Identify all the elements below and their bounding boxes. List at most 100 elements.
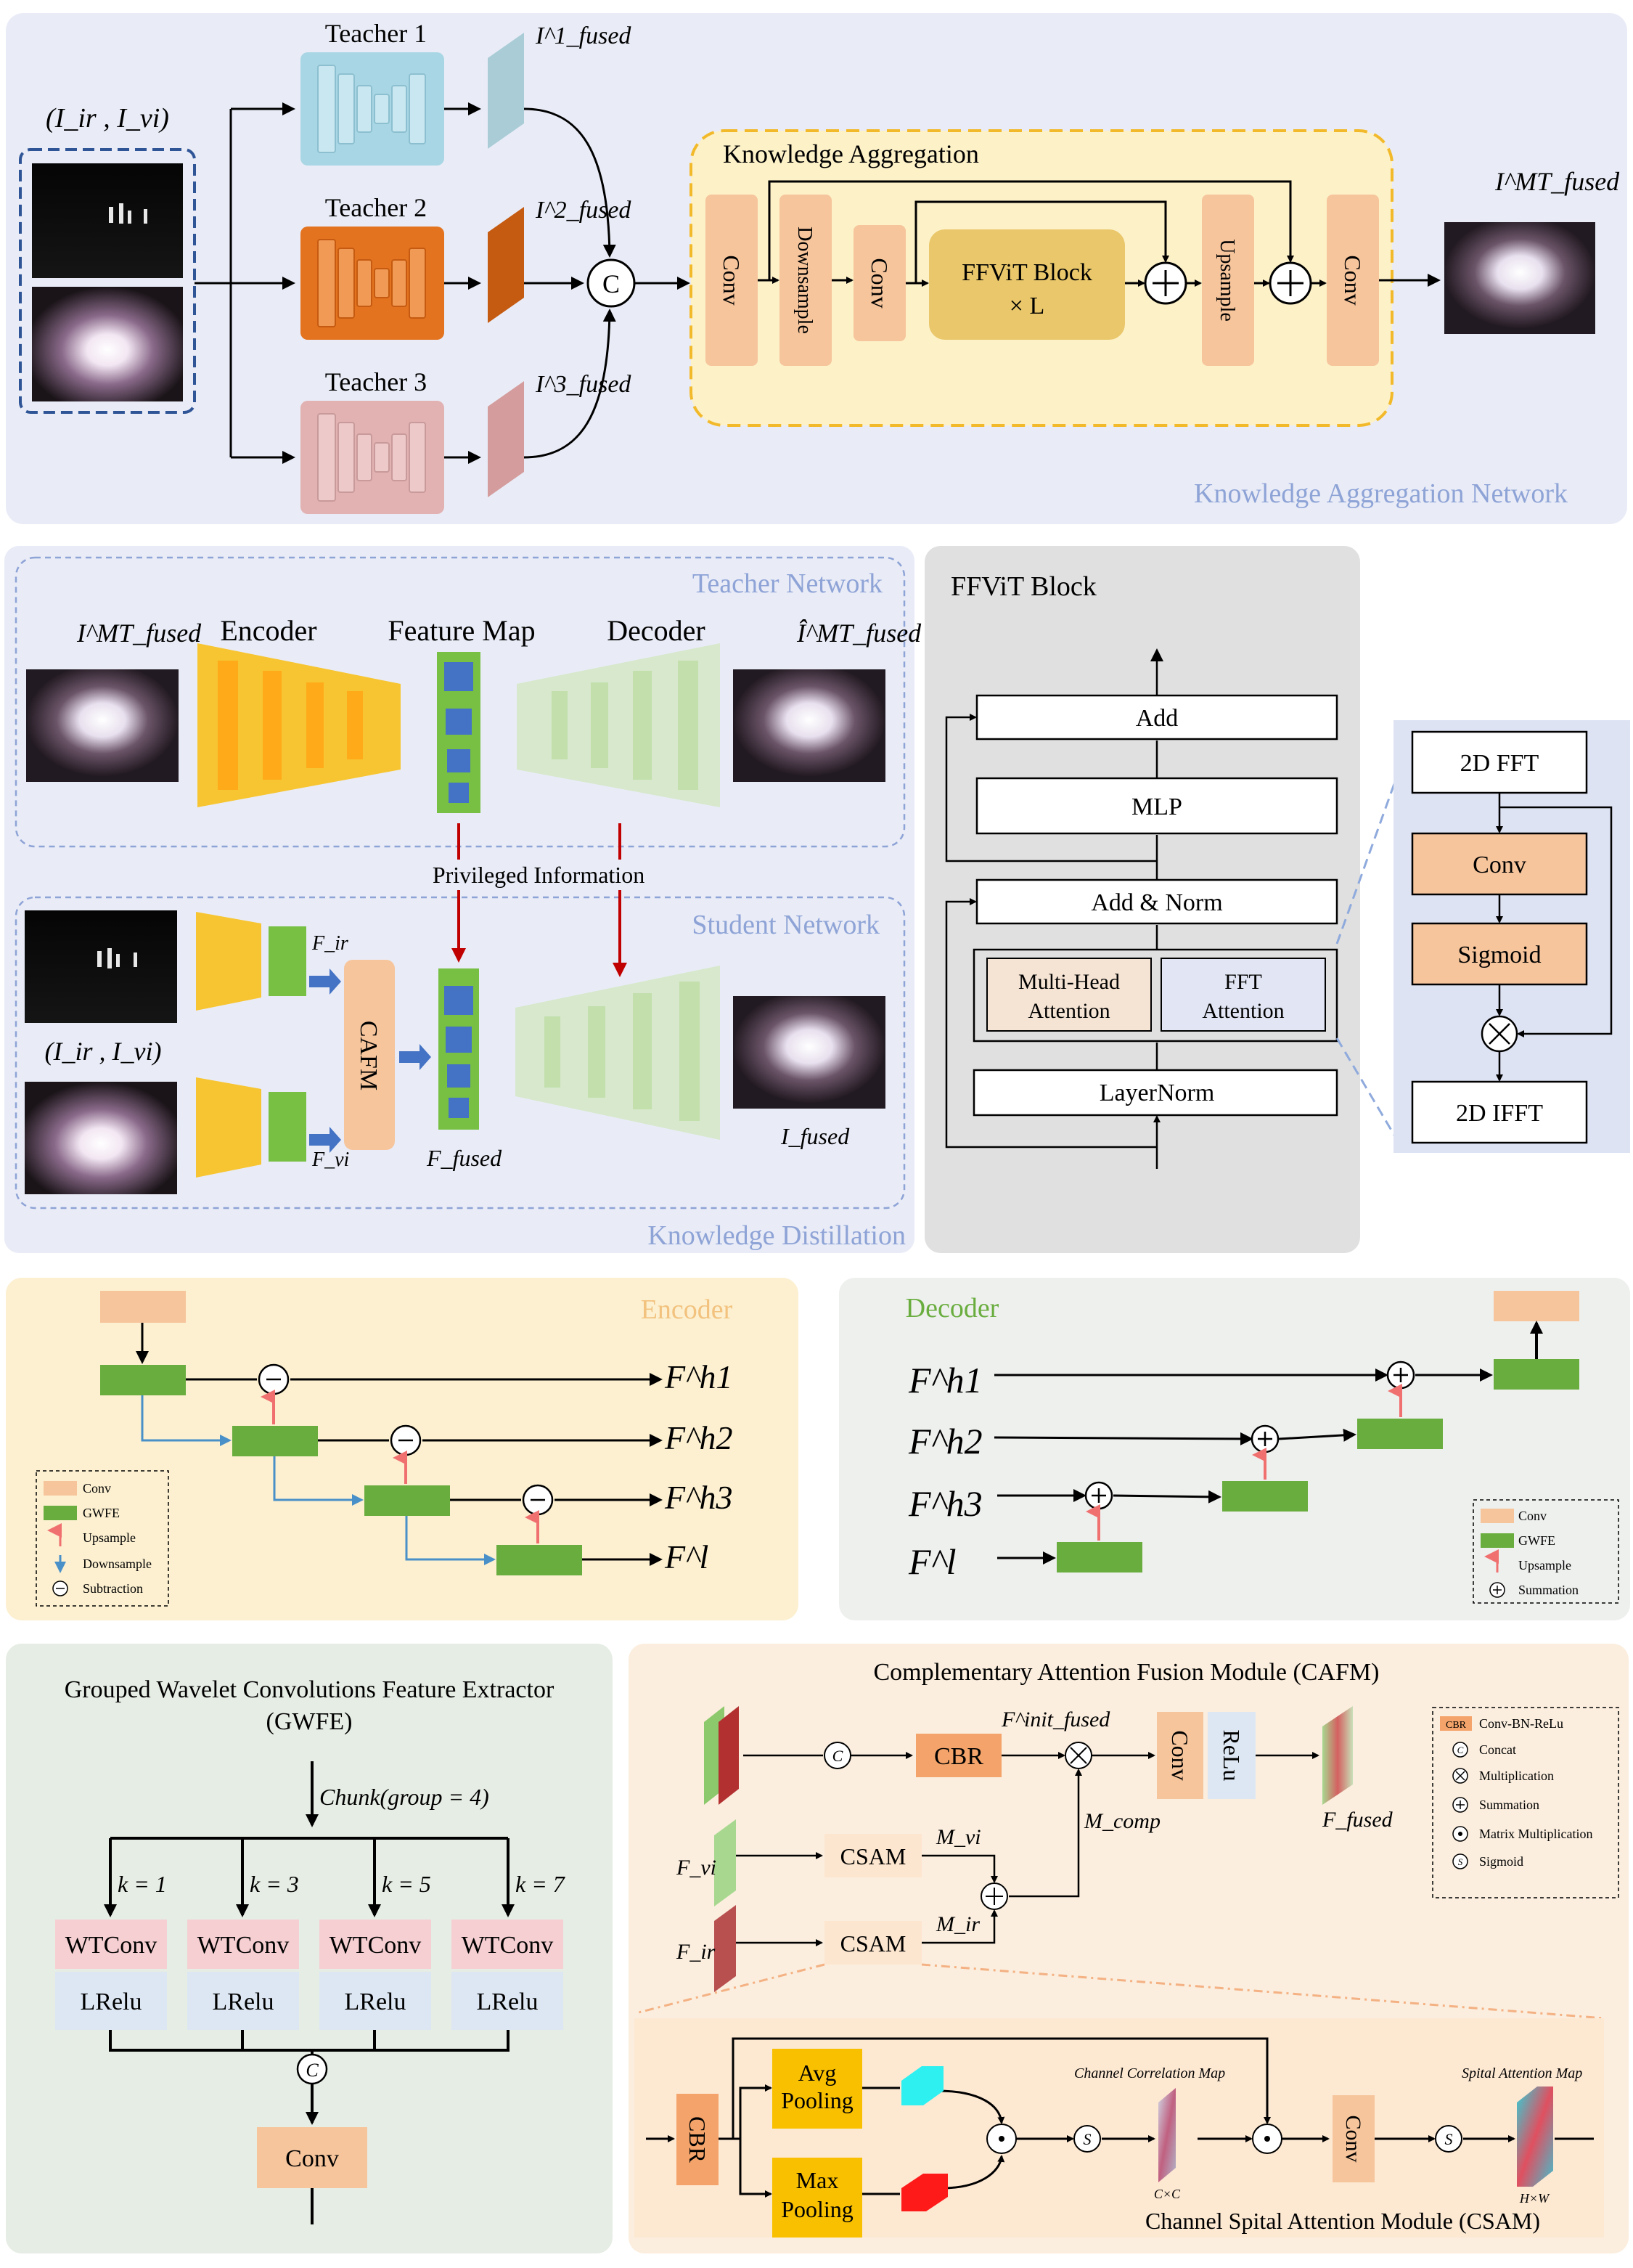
- teacher2-network: [300, 227, 444, 340]
- enc-upsample-arrows: [261, 1390, 539, 1543]
- gwfe-branches: [55, 1920, 563, 2030]
- cafm-relu: [1208, 1712, 1256, 1799]
- kd-panel-title: Knowledge Distillation: [647, 1220, 906, 1251]
- ffvit-block-panel: FFViT Block Add MLP Add & Norm Multi-Hea…: [925, 546, 1630, 1253]
- cafm-panel: Complementary Attention Fusion Module (C…: [629, 1644, 1629, 2253]
- decoder-panel-bg: [839, 1278, 1630, 1620]
- teacher1-output-label: I^1_fused: [535, 23, 631, 49]
- csam-matmul-dot-2: [1264, 2136, 1270, 2142]
- ka-upsample-label: Upsample: [1216, 239, 1238, 322]
- avg-pooled-vector: [901, 2066, 944, 2105]
- ffta-label-1: FFT: [1224, 970, 1262, 994]
- lrelu-3: [319, 1972, 431, 2030]
- legend-sigmoid-icon: [1452, 1853, 1468, 1869]
- teacher-decoder: [517, 643, 720, 807]
- decoder-panel: Decoder F^h1 F^h2 F^h3 F^l: [839, 1278, 1630, 1620]
- ffvit-attention-group: [973, 948, 1338, 1043]
- kernel-3: k = 3: [250, 1871, 299, 1897]
- enc-minus-icons: [266, 1378, 545, 1501]
- teacher-feature-blocks: [444, 662, 473, 803]
- kd-teacher-output-image: [733, 669, 885, 782]
- csam-ir: [824, 1921, 922, 1965]
- sum-icon-2: [1277, 270, 1303, 296]
- lrelu-2-label: LRelu: [213, 1988, 274, 2015]
- student-output-image: [733, 996, 885, 1109]
- dec-legend-gwfe: GWFE: [1518, 1533, 1555, 1548]
- csam-sigmoid-node-2: [1435, 2125, 1462, 2153]
- ffvit-mlp: [975, 777, 1338, 835]
- wtconv-1-label: WTConv: [65, 1932, 157, 1959]
- privileged-label-bg: [425, 860, 655, 890]
- dec-legend-conv: Conv: [1518, 1509, 1547, 1523]
- ffvit-block-x-l: [929, 229, 1125, 340]
- csam-detail-cbr-label: CBR: [684, 2116, 711, 2163]
- wtconv-3-label: WTConv: [330, 1932, 422, 1959]
- wtconv-1: [55, 1920, 167, 1969]
- dec-gwfe-3: [1222, 1481, 1308, 1512]
- legend-concat-icon: [1452, 1742, 1468, 1758]
- lrelu-1-label: LRelu: [81, 1988, 142, 2015]
- teacher1-network: [300, 52, 444, 166]
- channel-correlation-map: [1158, 2088, 1176, 2182]
- ka-upsample: [1202, 195, 1254, 366]
- enc-conv: [100, 1291, 186, 1323]
- student-feature-blocks: [444, 986, 473, 1118]
- enc-legend-subtraction: Subtraction: [83, 1581, 143, 1596]
- dec-gwfe-1: [1494, 1359, 1579, 1390]
- teacher-network-title: Teacher Network: [692, 568, 883, 599]
- legend-plus-icon: [1456, 1800, 1465, 1809]
- cafm-mult-icon: [1070, 1747, 1087, 1764]
- dec-gwfe-2: [1357, 1419, 1443, 1449]
- csam-zoom-right: [921, 1963, 1605, 2020]
- dec-gwfe-4: [1057, 1542, 1142, 1572]
- sum-icon-1: [1153, 270, 1179, 296]
- kernel-7: k = 7: [515, 1871, 566, 1897]
- cafm-f-init: F^init_fused: [1001, 1708, 1110, 1731]
- arrow-cafm-to-feature: [399, 1044, 431, 1070]
- lrelu-1: [55, 1972, 167, 2030]
- privileged-label: Privileged Information: [433, 862, 644, 888]
- cafm-cbr-label: CBR: [934, 1743, 983, 1770]
- legend-x-icon: [1455, 1771, 1465, 1781]
- student-decoder-bars: [544, 982, 700, 1121]
- dec-in-fh3: F^h3: [908, 1483, 983, 1524]
- teacher3-network: [300, 401, 444, 514]
- ffta-label-2: Attention: [1202, 999, 1284, 1023]
- enc-downsample-arrows: [141, 1395, 496, 1565]
- wtconv-2: [187, 1920, 299, 1969]
- gwfe-chunk: Chunk(group = 4): [319, 1784, 489, 1810]
- teacher3-output-label: I^3_fused: [535, 371, 631, 398]
- ka-conv3: [1327, 195, 1379, 366]
- max-pooled-vector: [901, 2174, 948, 2211]
- csam-detail-title: Channel Spital Attention Module (CSAM): [1145, 2208, 1540, 2234]
- enc-out-fh1: F^h1: [664, 1358, 733, 1395]
- enc-gwfe-4: [496, 1545, 582, 1575]
- gwfe-split-arrows: [104, 1838, 515, 1917]
- cafm-concat-input-ir: [719, 1706, 739, 1805]
- cafm-f-fused: F_fused: [1322, 1808, 1393, 1832]
- teacher2-output-label: I^2_fused: [535, 197, 631, 224]
- dec-legend-upsample: Upsample: [1518, 1558, 1571, 1572]
- gwfe-concat-symbol: C: [306, 2060, 319, 2081]
- cafm-f-vi: F_vi: [676, 1856, 716, 1880]
- decoder-panel-title: Decoder: [906, 1293, 999, 1323]
- enc-out-fh3: F^h3: [664, 1479, 733, 1516]
- fft-attention: [1161, 958, 1326, 1032]
- input-image-group: [19, 148, 196, 414]
- ffvit-add-norm-label: Add & Norm: [1091, 889, 1222, 916]
- kd-cafm-label: CAFM: [355, 1021, 382, 1090]
- dec-legend-gwfe-swatch: [1481, 1533, 1514, 1548]
- wtconv-2-label: WTConv: [197, 1932, 290, 1959]
- encoder-label: Encoder: [220, 614, 316, 647]
- cafm-output-tensor: [1322, 1706, 1353, 1805]
- kd-teacher-output-label: Î^MT_fused: [796, 619, 922, 648]
- legend-concat-glyph: C: [1457, 1745, 1464, 1755]
- ka-downsample-label: Downsample: [793, 227, 816, 334]
- teacher1-label: Teacher 1: [325, 19, 427, 48]
- dec-upsample-arrows: [1086, 1384, 1402, 1541]
- gwfe-panel: Grouped Wavelet Convolutions Feature Ext…: [6, 1644, 613, 2253]
- cafm-relu-label: ReLu: [1219, 1729, 1245, 1781]
- ffvit-arrows: [945, 648, 1163, 1169]
- arrow-fir-to-cafm: [309, 968, 341, 995]
